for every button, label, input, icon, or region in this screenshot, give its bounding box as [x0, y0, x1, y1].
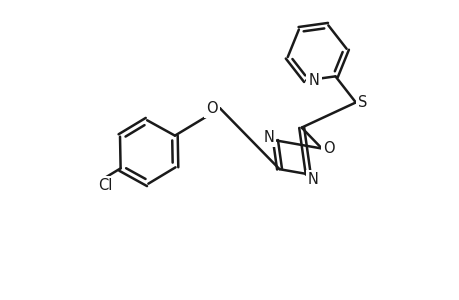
- Text: Cl: Cl: [98, 178, 112, 193]
- Text: S: S: [357, 95, 367, 110]
- Text: O: O: [322, 141, 334, 156]
- Text: N: N: [308, 73, 319, 88]
- Text: N: N: [307, 172, 318, 187]
- Text: N: N: [263, 130, 274, 145]
- Text: O: O: [206, 101, 218, 116]
